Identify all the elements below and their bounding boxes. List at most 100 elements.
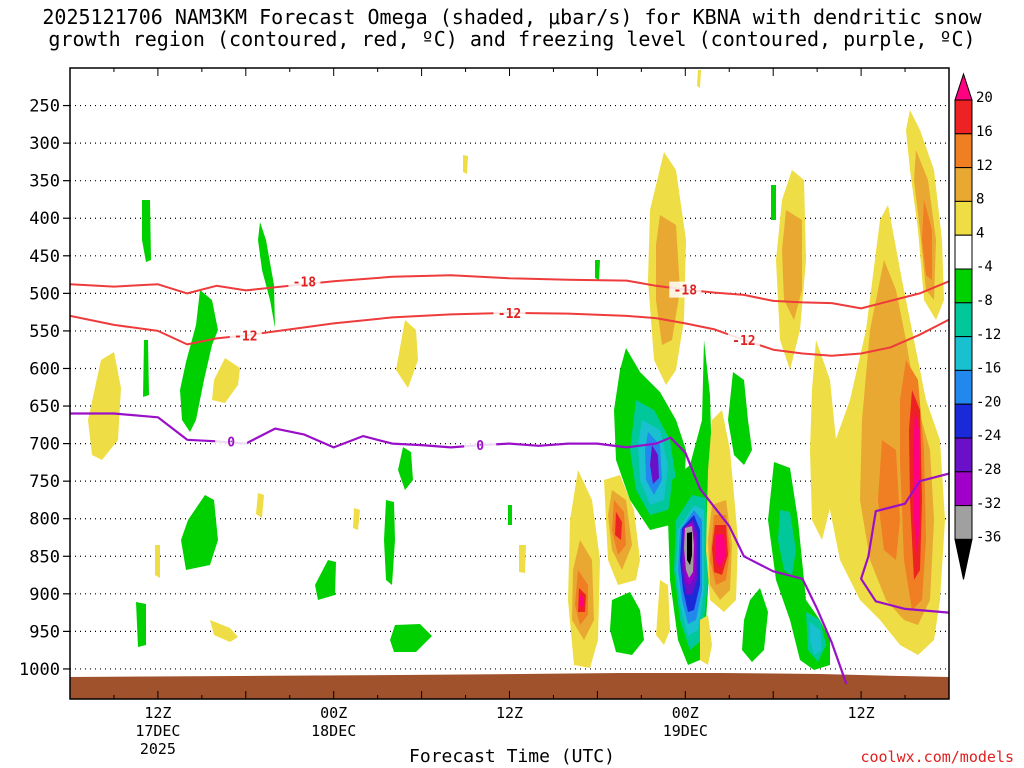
freezing-level-label: 0 <box>476 439 484 454</box>
x-date-label: 17DEC <box>135 722 180 740</box>
colorbar-swatch <box>954 133 973 169</box>
x-date-label: 19DEC <box>663 722 708 740</box>
x-date-label: 18DEC <box>311 722 356 740</box>
omega-rising-blob <box>778 510 796 575</box>
omega-colorbar: 20 16 12 8 4 -4 -8 -12 -16 -20 -24 -28 -32 -36 <box>954 72 1001 580</box>
omega-sinking-blob <box>615 512 622 540</box>
colorbar-label: -36 <box>976 530 1001 546</box>
y-tick-label: 1000 <box>19 660 60 680</box>
colorbar-label: -28 <box>976 462 1001 478</box>
freezing-level-label-bg <box>215 433 248 450</box>
y-tick-label: 300 <box>29 134 60 154</box>
colorbar-label: 16 <box>976 124 993 140</box>
x-tick-label: 00Z <box>320 704 347 722</box>
colorbar-swatch <box>954 302 973 338</box>
omega-rising-blob <box>650 445 659 484</box>
colorbar-swatch <box>954 167 973 202</box>
x-tick-label: 00Z <box>672 704 699 722</box>
y-tick-label: 850 <box>29 547 60 567</box>
omega-sinking-blob <box>519 545 526 573</box>
pressure-axis: 250 300 350 400 450 500 550 600 650 700 750 800 850 9… <box>19 97 70 680</box>
omega-sinking-blob <box>88 352 121 460</box>
omega-rising-blob <box>180 290 218 432</box>
contour-label-minus12: -12 <box>234 329 257 344</box>
omega-rising-blob <box>384 500 395 585</box>
omega-sinking-blob <box>697 70 701 88</box>
omega-rising-blob <box>771 185 776 220</box>
colorbar-label: -32 <box>976 496 1001 512</box>
colorbar-swatch <box>954 505 973 540</box>
colorbar-label: -4 <box>976 259 993 275</box>
contour-label-minus12-bg <box>493 304 526 321</box>
contour-label-minus18: -18 <box>293 275 317 290</box>
freezing-level-label-bg <box>464 437 497 454</box>
omega-rising-blob <box>142 200 151 262</box>
y-tick-label: 350 <box>29 172 60 192</box>
x-tick-label: 12Z <box>144 704 171 722</box>
omega-sinking-blob <box>463 155 468 174</box>
colorbar-swatch <box>954 403 973 439</box>
omega-sinking-blob <box>913 410 920 555</box>
chart-title-line-1: 2025121706 NAM3KM Forecast Omega (shaded… <box>42 5 982 29</box>
colorbar-swatch <box>954 369 973 405</box>
freezing-level-label: 0 <box>227 435 235 450</box>
omega-sinking-blob <box>700 615 712 665</box>
colorbar-label: -16 <box>976 361 1001 377</box>
y-tick-label: 750 <box>29 472 60 492</box>
omega-sinking-blob <box>256 493 264 518</box>
terrain-fill <box>70 673 949 699</box>
colorbar-triangle-top <box>954 72 973 101</box>
omega-rising-blob <box>315 560 336 600</box>
colorbar-label: 8 <box>976 192 984 208</box>
y-tick-label: 450 <box>29 247 60 267</box>
omega-sinking-blob <box>878 440 900 560</box>
colorbar-label: 4 <box>976 225 984 241</box>
contour-label-minus12: -12 <box>732 334 755 349</box>
omega-sinking-blob <box>810 340 836 540</box>
colorbar-label: -12 <box>976 327 1001 343</box>
omega-sinking-blob <box>210 620 238 642</box>
y-tick-label: 800 <box>29 510 60 530</box>
chart-title-line-2: growth region (contoured, red, ºC) and f… <box>48 27 976 51</box>
colorbar-label: -20 <box>976 394 1001 410</box>
omega-sinking-blob <box>353 508 360 530</box>
omega-sinking-blob <box>782 210 802 320</box>
terrain-below-ground <box>70 673 949 699</box>
y-tick-label: 950 <box>29 622 60 642</box>
temperature-contours: -18 -18 -12 -12 -12 0 0 <box>70 273 949 685</box>
y-tick-label: 650 <box>29 397 60 417</box>
contour-label-minus18: -18 <box>674 284 698 299</box>
colorbar-label: -8 <box>976 293 993 309</box>
x-year-label: 2025 <box>140 740 176 758</box>
omega-rising-blob <box>181 495 218 570</box>
freezing-level-contour-branch <box>860 472 949 614</box>
omega-rising-blob <box>595 260 600 280</box>
dendritic-contour-minus18 <box>70 274 949 310</box>
omega-sinking-blob <box>922 200 932 280</box>
omega-sinking-blob <box>656 215 680 345</box>
site-credit: coolwx.com/models <box>860 748 1014 766</box>
omega-rising-blob <box>508 505 512 525</box>
y-tick-label: 600 <box>29 359 60 379</box>
contour-label-minus18-bg <box>288 273 321 290</box>
y-tick-label: 500 <box>29 284 60 304</box>
omega-rising-blob <box>687 532 692 565</box>
y-tick-label: 550 <box>29 322 60 342</box>
omega-sinking-blob <box>656 580 670 645</box>
omega-rising-blob <box>810 622 822 655</box>
colorbar-swatch <box>954 336 973 371</box>
colorbar-swatch <box>954 234 973 270</box>
y-tick-label: 400 <box>29 209 60 229</box>
colorbar-swatch <box>954 200 973 236</box>
colorbar-label: 12 <box>976 158 993 174</box>
omega-sinking-blob <box>155 545 160 578</box>
omega-sinking-blob <box>715 534 726 568</box>
omega-rising-blob <box>258 222 275 328</box>
omega-rising-blob <box>728 372 752 465</box>
colorbar-swatch <box>954 437 973 473</box>
y-tick-label: 250 <box>29 97 60 117</box>
colorbar-triangle-bottom <box>954 538 973 580</box>
omega-sinking-blob <box>212 358 240 403</box>
